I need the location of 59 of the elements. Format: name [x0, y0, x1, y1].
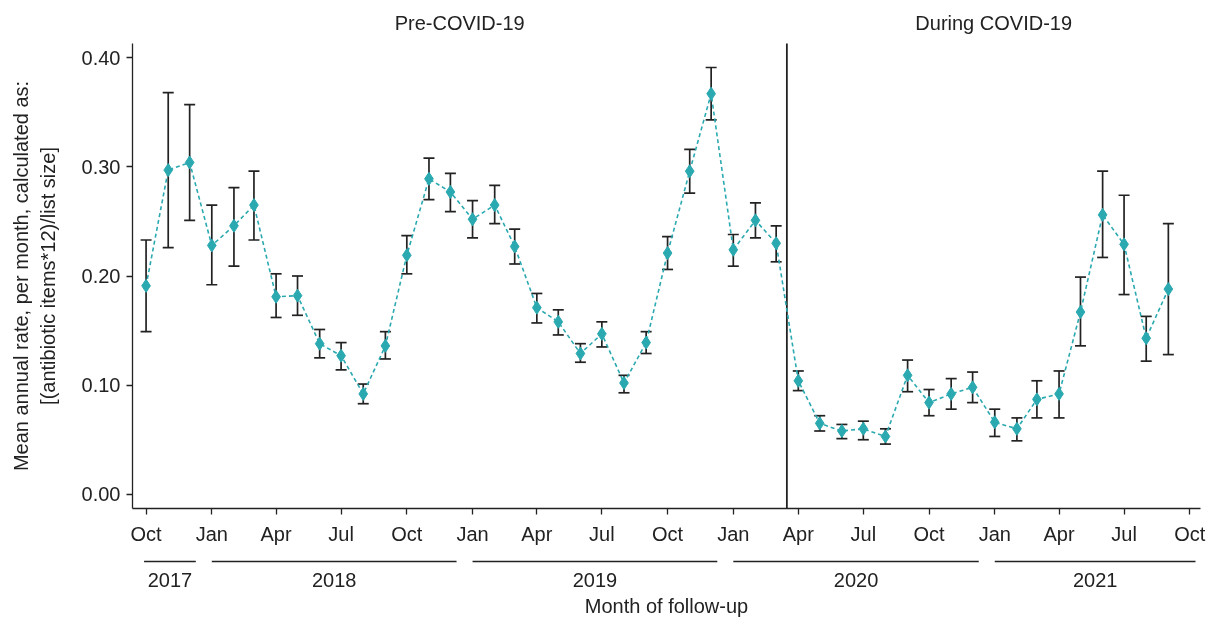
x-tick-label: Jul	[589, 522, 615, 545]
x-tick-label: Jul	[328, 522, 354, 545]
point	[793, 373, 804, 388]
x-tick-label: Jan	[717, 522, 750, 545]
x-tick-label: Jul	[850, 522, 877, 545]
x-tick-label: Jan	[978, 522, 1011, 545]
text: 2020	[833, 568, 879, 591]
y-axis-title: Mean annual rate, per month, calculated as: [(antibiotic items*12)/list size]	[10, 80, 59, 472]
point	[967, 380, 978, 395]
y-tick-label: 0.40	[81, 46, 121, 69]
text: Pre-COVID-19	[394, 11, 525, 34]
x-tick-label: Oct	[913, 522, 946, 545]
point	[380, 338, 391, 353]
point	[662, 246, 673, 261]
y-tick-label: 0.20	[81, 265, 121, 287]
point	[946, 386, 957, 401]
y-tick-label: 0.00	[81, 483, 121, 506]
point	[750, 213, 761, 228]
point	[1141, 331, 1152, 346]
text: 2019	[572, 568, 618, 591]
x-axis-title: Month of follow-up	[584, 594, 749, 617]
point	[445, 184, 456, 199]
x-tick-label: Apr	[521, 522, 553, 545]
point	[902, 368, 913, 383]
point	[553, 314, 564, 329]
x-tick-label: Oct	[1174, 522, 1206, 545]
text: 2018	[311, 568, 357, 591]
point	[401, 248, 412, 263]
point	[575, 346, 586, 361]
x-tick-label: Apr	[260, 522, 292, 545]
x-tick-label: Apr	[1043, 522, 1075, 545]
point	[184, 155, 195, 170]
point	[684, 164, 695, 179]
x-tick-label: Jul	[1111, 522, 1137, 545]
y-tick-label: 0.10	[81, 374, 121, 397]
point	[1163, 282, 1174, 297]
x-tick-label: Oct	[391, 522, 423, 545]
point	[728, 242, 739, 257]
point	[358, 386, 369, 401]
point	[314, 336, 325, 351]
x-tick-label: Apr	[782, 522, 815, 545]
y-tick-label: 0.30	[81, 155, 121, 178]
point	[467, 212, 478, 227]
x-tick-label: Jan	[456, 522, 489, 545]
x-tick-label: Oct	[130, 522, 163, 545]
text: 2021	[1072, 568, 1118, 591]
x-tick-label: Oct	[652, 522, 684, 545]
text: During COVID-19	[915, 11, 1073, 34]
point	[489, 198, 500, 213]
point	[163, 163, 174, 178]
text: 2017	[147, 568, 193, 591]
x-tick-label: Jan	[195, 522, 228, 545]
point	[292, 288, 303, 303]
point	[1097, 207, 1108, 222]
point	[1075, 305, 1086, 320]
point	[206, 238, 217, 253]
point	[989, 415, 1000, 430]
point	[858, 421, 869, 436]
point	[509, 239, 520, 254]
